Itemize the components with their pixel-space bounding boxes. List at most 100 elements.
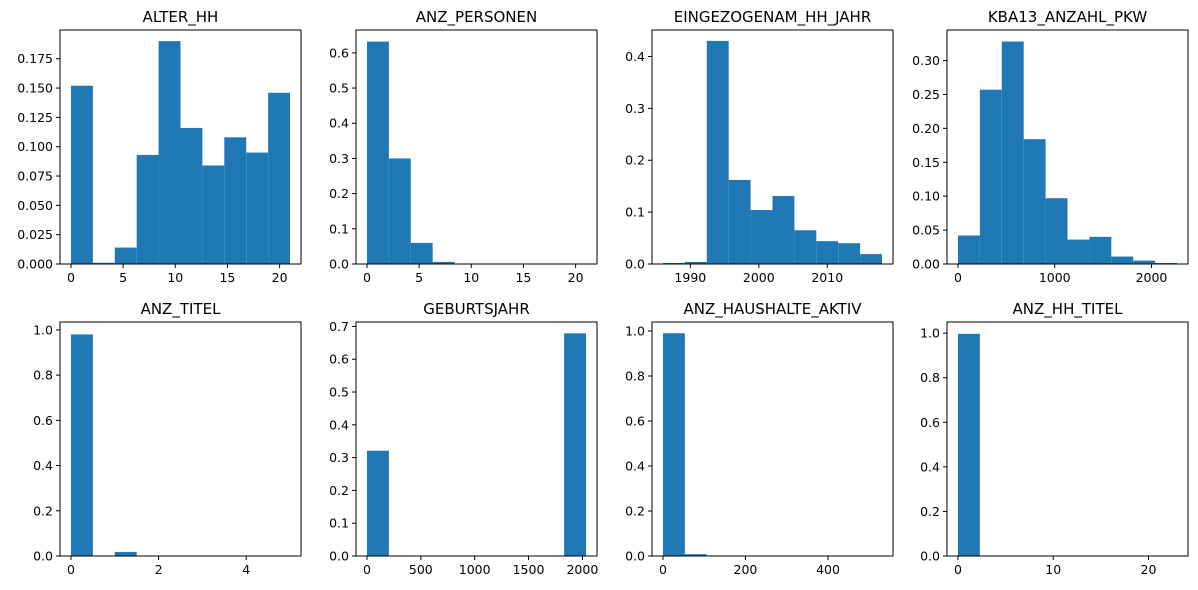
subplot-4: 0 1000 2000 0.00 0.05 0.10 0.15 0.20 0.25 0.30 KBA… [912, 8, 1189, 285]
x-tick-label: 10 [463, 270, 479, 285]
x-tick-label: 0 [363, 270, 371, 285]
histogram-bar [957, 235, 980, 264]
y-tick-label: 0.2 [625, 153, 645, 168]
histogram-bar [366, 450, 389, 556]
y-tick-label: 0.000 [17, 257, 53, 272]
y-tick-label: 0.8 [33, 368, 53, 383]
x-tick-label: 1000 [459, 562, 491, 577]
y-tick-label: 0.6 [920, 415, 940, 430]
subplot-title: GEBURTSJAHR [423, 300, 530, 318]
y-tick-label: 0.150 [17, 81, 53, 96]
histogram-bar [772, 196, 795, 264]
y-tick-label: 0.5 [329, 385, 349, 400]
x-tick-label: 15 [515, 270, 531, 285]
y-tick-label: 0.4 [329, 417, 349, 432]
subplot-6: 0 500 1000 1500 2000 0.0 0.1 0.2 0.3 0.4 0.5 0.6 0.7… [329, 300, 598, 577]
y-tick-label: 0.2 [33, 503, 53, 518]
histogram-bar [794, 230, 817, 264]
axes-frame [946, 29, 1189, 265]
y-tick-label: 0.00 [912, 257, 940, 272]
subplot-title: ANZ_HH_TITEL [1013, 300, 1124, 319]
y-tick-label: 0.4 [625, 459, 645, 474]
axes-frame [355, 321, 598, 557]
y-tick-label: 0.0 [329, 257, 349, 272]
x-tick-label: 4 [242, 562, 250, 577]
histogram-bar [706, 40, 729, 265]
y-tick-label: 0.1 [625, 205, 645, 220]
subplot-title: ANZ_HAUSHALTE_AKTIV [683, 300, 862, 319]
subplot-3: 1990 2000 2010 0.0 0.1 0.2 0.3 0.4 EINGEZOGENAM_… [625, 8, 894, 285]
subplot-title: KBA13_ANZAHL_PKW [988, 8, 1147, 27]
y-tick-label: 0.2 [329, 186, 349, 201]
y-tick-label: 0.05 [912, 223, 940, 238]
y-tick-label: 0.1 [329, 221, 349, 236]
y-tick-label: 0.3 [329, 450, 349, 465]
y-tick-label: 0.8 [625, 369, 645, 384]
histogram-bar [728, 179, 751, 264]
y-tick-label: 0.6 [625, 414, 645, 429]
histogram-bar [750, 210, 773, 264]
histogram-bar [246, 152, 269, 264]
x-tick-label: 10 [1045, 562, 1061, 577]
y-tick-label: 0.0 [625, 549, 645, 564]
histogram-bar [92, 262, 115, 264]
x-tick-label: 20 [272, 270, 288, 285]
x-tick-label: 400 [816, 562, 840, 577]
histogram-bar [114, 551, 137, 556]
axes-frame [651, 321, 894, 557]
y-tick-label: 0.1 [329, 516, 349, 531]
y-tick-label: 0.3 [625, 101, 645, 116]
y-tick-label: 0.6 [329, 352, 349, 367]
y-tick-label: 0.6 [329, 45, 349, 60]
x-tick-label: 2000 [743, 270, 775, 285]
x-tick-label: 2 [155, 562, 163, 577]
subplot-title: ANZ_PERSONEN [416, 8, 537, 27]
histogram-bar [1001, 41, 1024, 265]
histogram-bar [158, 41, 181, 265]
subplot-1: 0 5 10 15 20 0.000 0.025 0.050 0.075 0.100 0.125 0.… [17, 8, 302, 285]
histogram-bar [410, 242, 433, 264]
y-tick-label: 0.25 [912, 87, 940, 102]
y-tick-label: 0.125 [17, 110, 53, 125]
axes-frame [355, 29, 598, 265]
x-tick-label: 1000 [1039, 270, 1071, 285]
x-tick-label: 5 [119, 270, 127, 285]
y-tick-label: 0.4 [329, 116, 349, 131]
x-tick-label: 500 [409, 562, 433, 577]
histogram-bar [957, 333, 980, 556]
histogram-bar [70, 334, 93, 556]
x-tick-label: 15 [219, 270, 235, 285]
y-tick-label: 0.3 [329, 151, 349, 166]
y-tick-label: 0.10 [912, 189, 940, 204]
y-tick-label: 0.175 [17, 51, 53, 66]
y-tick-label: 0.30 [912, 53, 940, 68]
y-tick-label: 1.0 [920, 326, 940, 341]
histogram-bar [684, 554, 707, 556]
x-tick-label: 10 [167, 270, 183, 285]
y-tick-label: 0.4 [625, 49, 645, 64]
histogram-bar [202, 165, 225, 264]
y-tick-label: 0.0 [33, 549, 53, 564]
subplot-7: 0 200 400 0.0 0.2 0.4 0.6 0.8 1.0 ANZ_HAUSHALTE_A… [625, 300, 894, 577]
y-tick-label: 0.050 [17, 198, 53, 213]
histogram-bar [70, 85, 93, 264]
x-tick-label: 20 [1141, 562, 1157, 577]
y-tick-label: 0.6 [33, 413, 53, 428]
subplot-title: ANZ_TITEL [141, 300, 221, 319]
subplot-title: EINGEZOGENAM_HH_JAHR [674, 8, 872, 27]
y-tick-label: 0.5 [329, 81, 349, 96]
x-tick-label: 0 [363, 562, 371, 577]
subplot-title: ALTER_HH [143, 8, 219, 27]
y-tick-label: 0.0 [329, 549, 349, 564]
y-tick-label: 1.0 [33, 322, 53, 337]
y-tick-label: 0.8 [920, 370, 940, 385]
x-tick-label: 2000 [566, 562, 598, 577]
histogram-bar [268, 92, 291, 264]
x-tick-label: 0 [954, 562, 962, 577]
histogram-bar [1045, 198, 1068, 264]
subplot-5: 0 2 4 0.0 0.2 0.4 0.6 0.8 1.0 ANZ_TITEL [33, 300, 302, 577]
y-tick-label: 0.2 [920, 504, 940, 519]
histogram-bar [816, 241, 839, 264]
x-tick-label: 2010 [811, 270, 843, 285]
y-tick-label: 0.20 [912, 121, 940, 136]
